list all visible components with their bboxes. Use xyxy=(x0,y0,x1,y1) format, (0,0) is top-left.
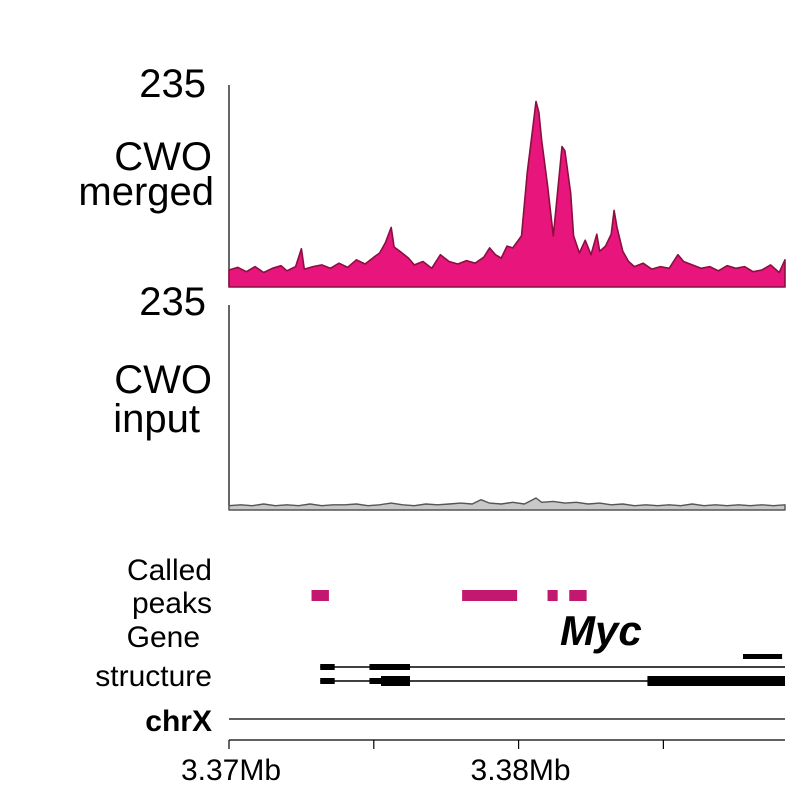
called-peak-4 xyxy=(569,590,587,601)
transcript-2-coding-1 xyxy=(381,676,410,686)
x-tick-label-1: 3.37Mb xyxy=(181,754,281,787)
peaks-label-line1: Called xyxy=(127,554,212,587)
transcript-1-exon-2 xyxy=(369,664,410,670)
called-peak-3 xyxy=(547,590,558,601)
called-peaks-track: Called peaks xyxy=(127,554,587,620)
track1-label-line1: CWO xyxy=(114,135,212,179)
chromosome-axis: chrX 3.37Mb 3.38Mb xyxy=(145,705,785,787)
gene-structure-track: Gene structure Myc xyxy=(95,607,785,693)
track1-label-line2: merged xyxy=(78,170,214,214)
gene-label-line1: Gene xyxy=(127,621,200,654)
track-cwo-input: 235 CWO input xyxy=(113,280,786,511)
chromosome-label: chrX xyxy=(145,705,212,738)
peaks-label-line2: peaks xyxy=(132,587,212,620)
transcript-1-exon-1 xyxy=(320,664,335,670)
track2-signal-area xyxy=(228,497,786,511)
track2-label-line2: input xyxy=(113,397,200,441)
track-cwo-merged: 235 CWO merged xyxy=(78,62,786,288)
gene-label-line2: structure xyxy=(95,660,212,693)
transcript-2-exon-1 xyxy=(320,678,335,684)
track2-label-line1: CWO xyxy=(114,358,212,402)
called-peak-2 xyxy=(462,590,518,601)
x-tick-label-2: 3.38Mb xyxy=(471,754,571,787)
track2-scale-max: 235 xyxy=(139,280,206,324)
gene-extra-feature xyxy=(743,654,783,659)
track1-scale-max: 235 xyxy=(139,62,206,106)
gene-name-myc: Myc xyxy=(560,607,642,654)
transcript-2-coding-2 xyxy=(647,676,785,686)
called-peak-1 xyxy=(311,590,329,601)
track1-signal-area xyxy=(228,100,786,288)
